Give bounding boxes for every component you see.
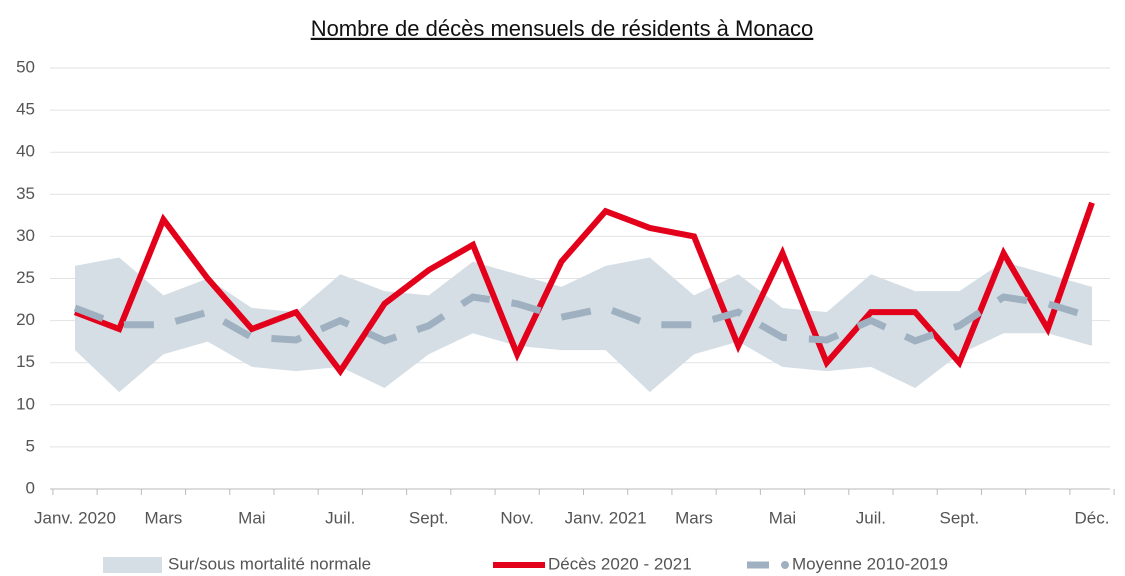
y-tick-label: 35 <box>16 184 35 203</box>
y-tick-label: 0 <box>26 478 35 497</box>
y-tick-label: 45 <box>16 100 35 119</box>
legend-label: Décès 2020 - 2021 <box>548 554 692 573</box>
x-tick-label: Mai <box>238 508 265 527</box>
y-tick-label: 20 <box>16 310 35 329</box>
y-tick-label: 40 <box>16 142 35 161</box>
y-tick-label: 25 <box>16 268 35 287</box>
y-tick-label: 10 <box>16 394 35 413</box>
x-tick-label: Juil. <box>856 508 886 527</box>
x-tick-label: Sept. <box>939 508 979 527</box>
x-tick-label: Mars <box>145 508 183 527</box>
x-tick-label: Mai <box>769 508 796 527</box>
legend-label: Moyenne 2010-2019 <box>792 554 948 573</box>
legend-swatch <box>781 561 789 569</box>
average-line <box>73 293 1094 345</box>
x-tick-label: Sept. <box>409 508 449 527</box>
y-tick-label: 50 <box>16 57 35 76</box>
y-tick-label: 15 <box>16 352 35 371</box>
x-tick-label: Juil. <box>325 508 355 527</box>
x-tick-label: Nov. <box>500 508 534 527</box>
legend-label: Sur/sous mortalité normale <box>168 554 371 573</box>
legend-swatch <box>103 557 162 573</box>
chart-title: Nombre de décès mensuels de résidents à … <box>311 16 814 41</box>
deaths-line <box>73 201 1095 377</box>
y-tick-label: 5 <box>26 436 35 455</box>
x-tick-label: Janv. 2021 <box>565 508 647 527</box>
x-tick-label: Mars <box>675 508 713 527</box>
x-tick-label: Déc. <box>1075 508 1110 527</box>
x-tick-label: Janv. 2020 <box>34 508 116 527</box>
y-tick-label: 30 <box>16 226 35 245</box>
